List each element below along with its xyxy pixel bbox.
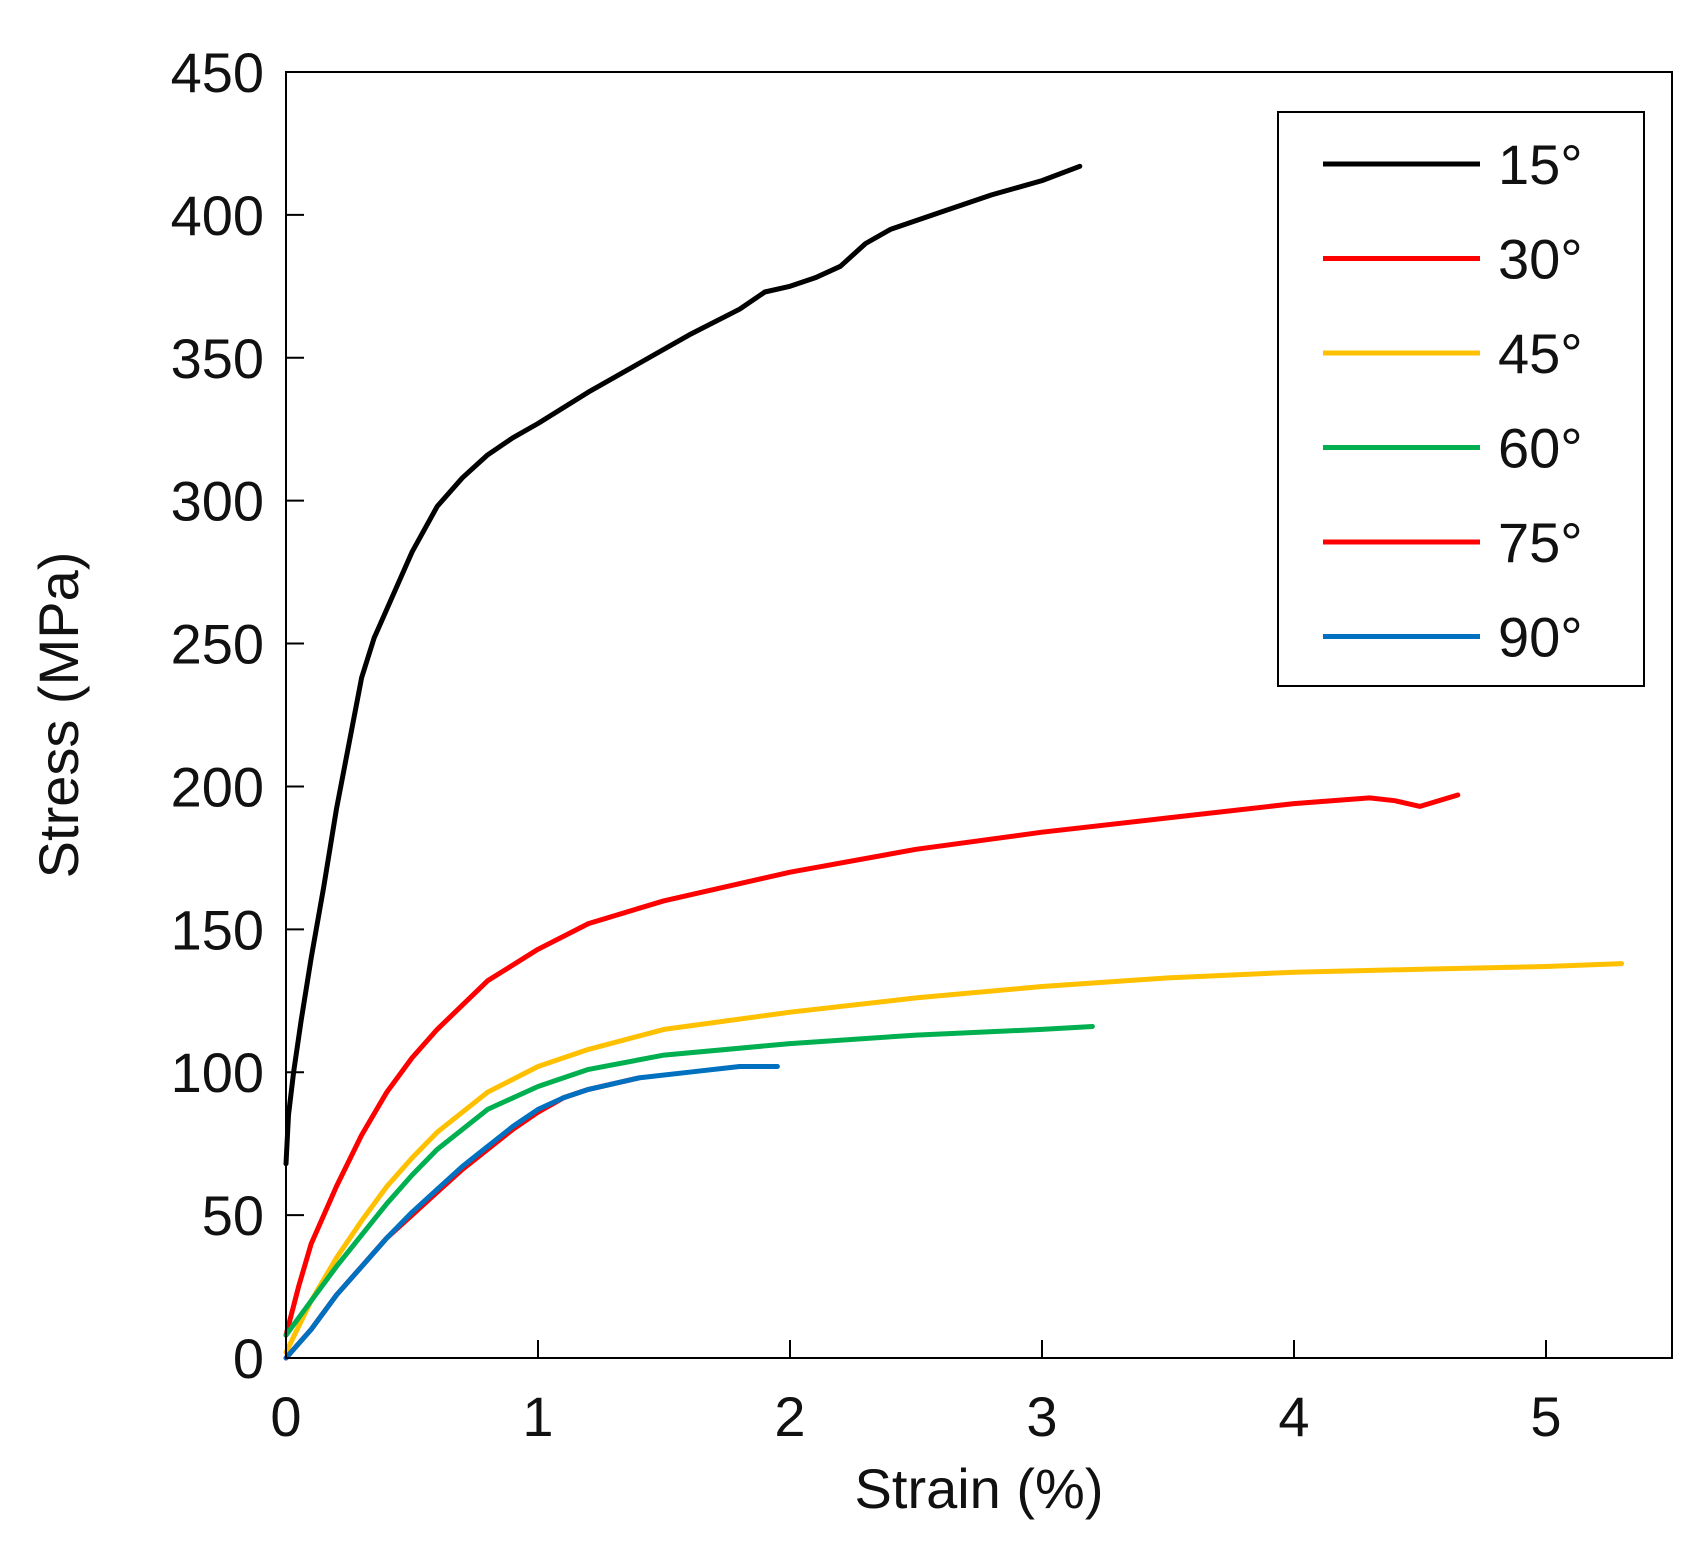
legend-label: 30° (1498, 228, 1583, 291)
legend-box (1277, 111, 1645, 687)
series-layer (283, 163, 1625, 1361)
series-line-3 (283, 961, 1625, 1355)
legend-label: 45° (1498, 322, 1583, 385)
legend-label: 60° (1498, 417, 1583, 480)
y-tick-label: 200 (171, 755, 264, 818)
series-line-4 (283, 1024, 1095, 1338)
legend-label: 75° (1498, 511, 1583, 574)
legend-label: 15° (1498, 133, 1583, 196)
series-line-1 (283, 163, 1083, 1167)
plot-frame (285, 71, 1673, 1359)
series-line-6 (283, 1064, 780, 1361)
x-tick-label: 5 (1530, 1385, 1561, 1448)
x-tick-label: 3 (1026, 1385, 1057, 1448)
legend-label: 90° (1498, 606, 1583, 669)
y-tick-label: 150 (171, 898, 264, 961)
y-tick-label: 50 (202, 1184, 264, 1247)
y-tick-label: 300 (171, 470, 264, 533)
y-tick-label: 100 (171, 1041, 264, 1104)
x-axis-label: Strain (%) (855, 1457, 1104, 1520)
y-tick-label: 0 (233, 1327, 264, 1390)
y-axis-label: Stress (MPa) (27, 552, 90, 879)
x-tick-label: 2 (774, 1385, 805, 1448)
x-tick-label: 0 (270, 1385, 301, 1448)
x-tick-label: 4 (1278, 1385, 1309, 1448)
legend: 15° 30° 45° 60° 75° 90° (1277, 111, 1645, 687)
series-line-2 (283, 792, 1461, 1338)
y-tick-label: 450 (171, 41, 264, 104)
legend-items: 15° 30° 45° 60° 75° 90° (1323, 133, 1583, 669)
x-tick-label: 1 (522, 1385, 553, 1448)
y-tick-label: 400 (171, 184, 264, 247)
y-tick-label: 350 (171, 327, 264, 390)
y-tick-label: 250 (171, 613, 264, 676)
